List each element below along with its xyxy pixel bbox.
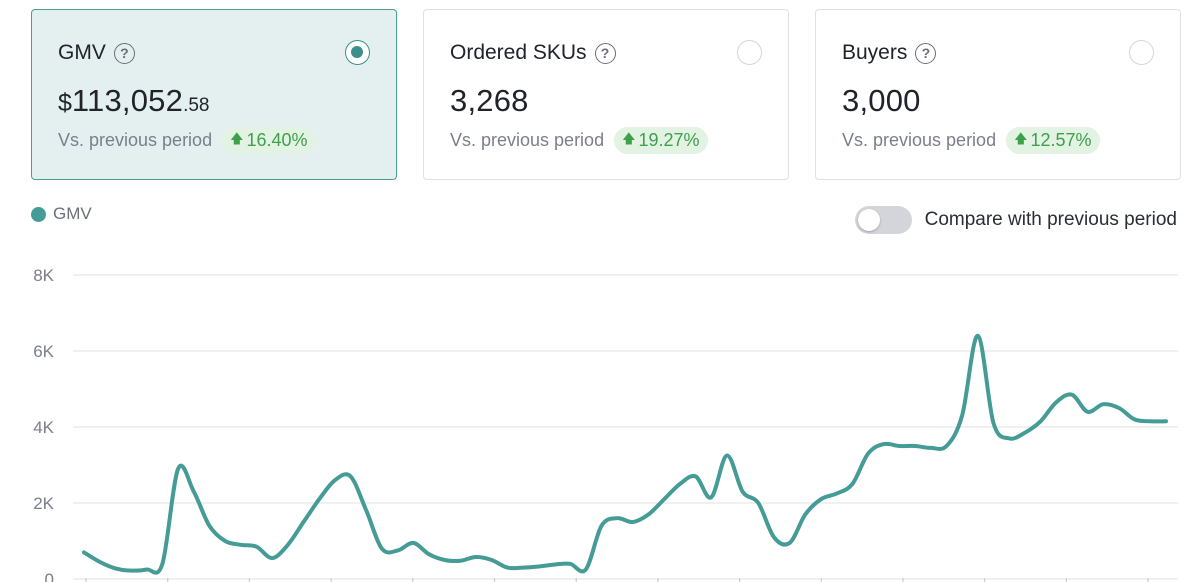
y-tick-label: 8K xyxy=(33,266,54,285)
change-badge: 🡅 12.57% xyxy=(1006,127,1100,154)
card-value-currency: $ xyxy=(58,89,72,117)
chart-legend[interactable]: GMV xyxy=(31,204,92,224)
change-value: 16.40% xyxy=(246,130,308,150)
arrow-up-icon: 🡅 xyxy=(622,130,636,146)
change-value: 12.57% xyxy=(1030,130,1092,150)
compare-toggle-group: Compare with previous period xyxy=(854,206,1177,234)
compare-label: Vs. previous period xyxy=(842,130,997,150)
card-title: Buyers xyxy=(842,41,908,64)
y-tick-label: 0 xyxy=(45,570,54,582)
change-value: 19.27% xyxy=(638,130,700,150)
card-compare: Vs. previous period 🡅 19.27% xyxy=(450,127,788,154)
card-value: 3,000 xyxy=(842,83,1180,118)
legend-label: GMV xyxy=(53,204,92,223)
toggle-knob xyxy=(857,209,880,231)
y-tick-label: 2K xyxy=(33,494,54,513)
card-value-main: 3,268 xyxy=(450,83,529,118)
arrow-up-icon: 🡅 xyxy=(230,130,244,146)
card-value-main: 3,000 xyxy=(842,83,921,118)
card-compare: Vs. previous period 🡅 12.57% xyxy=(842,127,1180,154)
card-compare: Vs. previous period 🡅 16.40% xyxy=(58,127,396,154)
card-value: $ 113,052 .58 xyxy=(58,83,396,118)
compare-label: Vs. previous period xyxy=(58,130,213,150)
card-radio[interactable] xyxy=(345,40,370,65)
y-tick-label: 6K xyxy=(33,342,54,361)
compare-toggle[interactable] xyxy=(854,206,912,234)
change-badge: 🡅 19.27% xyxy=(614,127,708,154)
card-title: Ordered SKUs xyxy=(450,41,587,64)
arrow-up-icon: 🡅 xyxy=(1014,130,1028,146)
card-header: Buyers ? xyxy=(842,38,1180,68)
card-header: GMV ? xyxy=(58,38,396,68)
metric-cards: GMV ? $ 113,052 .58 Vs. previous period … xyxy=(31,9,1181,180)
card-title: GMV xyxy=(58,41,106,64)
compare-toggle-label: Compare with previous period xyxy=(924,209,1177,230)
card-radio[interactable] xyxy=(737,40,762,65)
change-badge: 🡅 16.40% xyxy=(222,127,316,154)
card-value: 3,268 xyxy=(450,83,788,118)
legend-dot xyxy=(31,206,46,222)
metric-card-gmv[interactable]: GMV ? $ 113,052 .58 Vs. previous period … xyxy=(31,9,397,180)
card-value-decimal: .58 xyxy=(183,95,210,116)
card-value-main: 113,052 xyxy=(71,83,184,118)
card-header: Ordered SKUs ? xyxy=(450,38,788,68)
series-line-gmv[interactable] xyxy=(82,333,1168,575)
compare-label: Vs. previous period xyxy=(450,130,605,150)
question-circle-icon[interactable]: ? xyxy=(113,42,135,64)
metric-card-ordered-skus[interactable]: Ordered SKUs ? 3,268 Vs. previous period… xyxy=(423,9,789,180)
question-circle-icon[interactable]: ? xyxy=(594,42,616,64)
question-circle-icon[interactable]: ? xyxy=(915,42,937,64)
card-radio[interactable] xyxy=(1129,40,1154,65)
metric-card-buyers[interactable]: Buyers ? 3,000 Vs. previous period 🡅 12.… xyxy=(815,9,1181,180)
y-tick-label: 4K xyxy=(33,418,54,437)
